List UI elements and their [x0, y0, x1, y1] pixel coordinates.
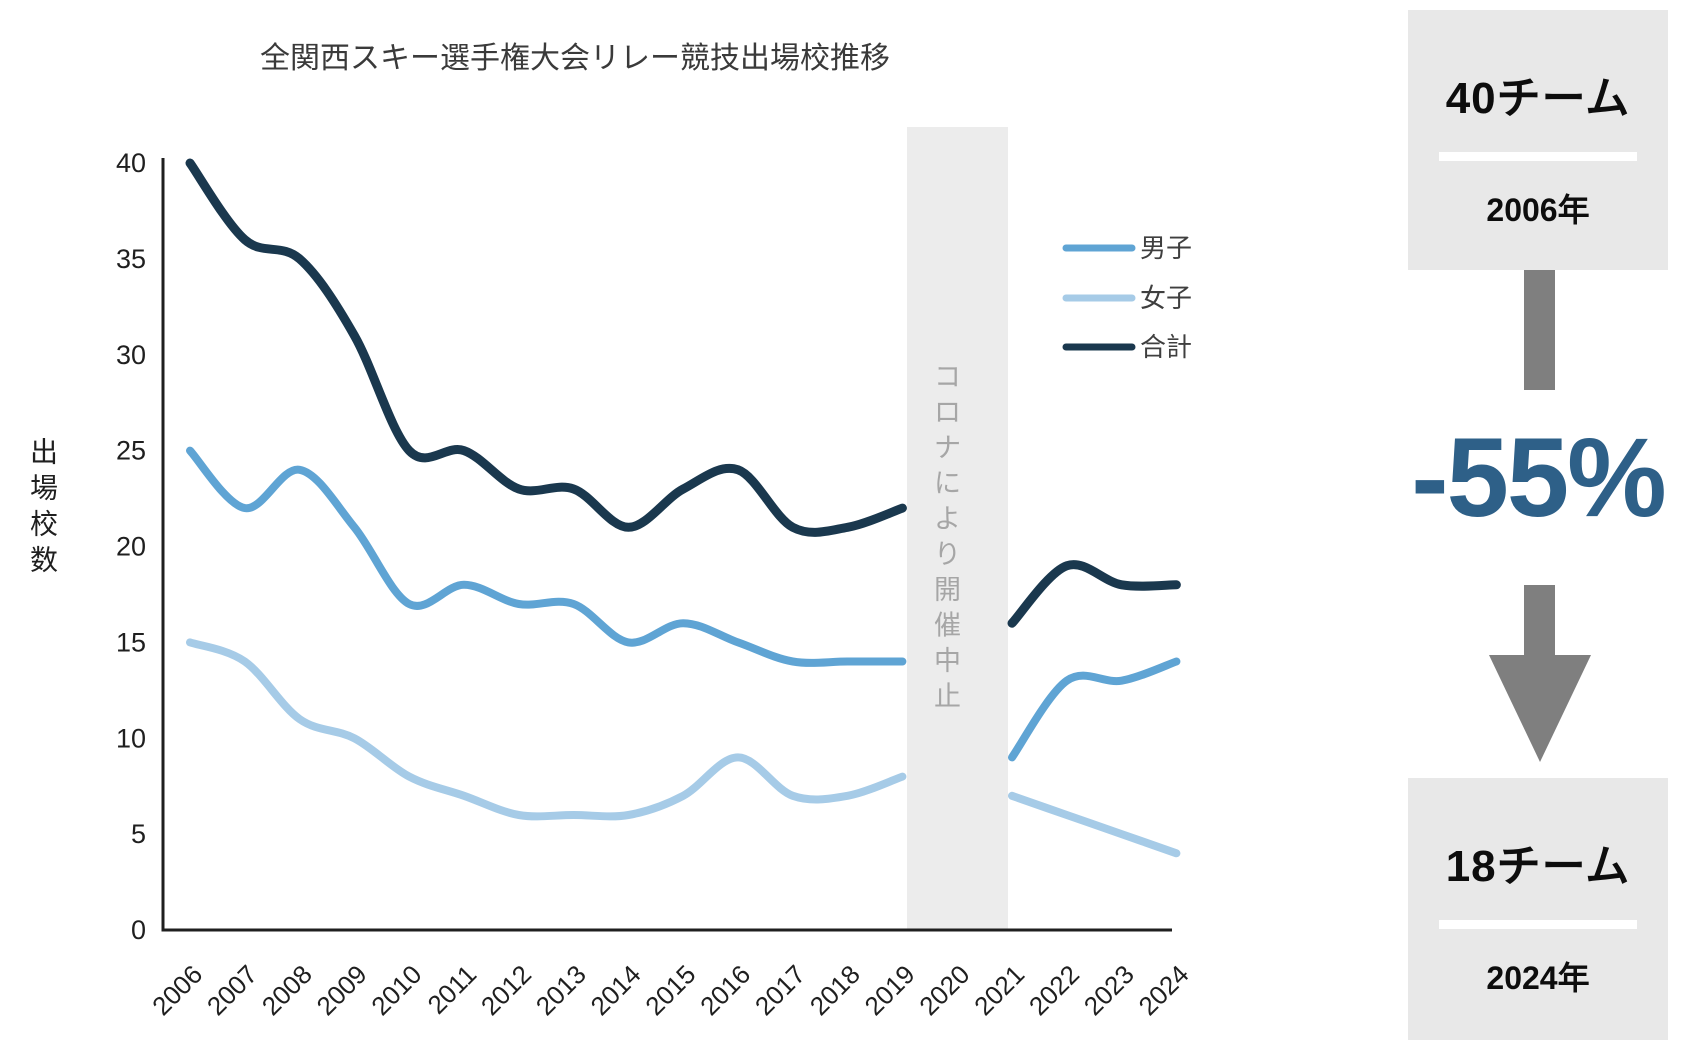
x-axis-tick-label: 2012: [475, 959, 537, 1021]
x-axis-tick-label: 2013: [530, 959, 592, 1021]
covid-band-label-char: ナ: [934, 433, 961, 463]
series-line-women: [1008, 791, 1181, 858]
series-line-total: [185, 158, 907, 537]
covid-band: [907, 127, 1008, 930]
y-axis-tick-label: 0: [131, 915, 146, 945]
x-axis-tick-label: 2015: [639, 959, 701, 1021]
series-line-women: [186, 638, 907, 821]
legend-label-men: 男子: [1140, 233, 1192, 263]
y-axis-title-char: 数: [30, 545, 58, 576]
y-axis-tick-label: 10: [116, 723, 146, 753]
y-axis-tick-label: 40: [116, 148, 146, 178]
x-axis-tick-label: 2010: [365, 959, 427, 1021]
covid-band-label-char: よ: [934, 504, 961, 534]
x-axis-tick-label: 2008: [256, 959, 318, 1021]
covid-band-label-char: り: [934, 540, 961, 570]
x-axis-tick-label: 2023: [1078, 959, 1140, 1021]
legend-label-total: 合計: [1140, 332, 1192, 362]
covid-band-label-char: 開: [934, 575, 961, 605]
series-line-total: [1007, 560, 1181, 628]
covid-band-label-char: 中: [934, 646, 961, 676]
y-axis-title-char: 出: [30, 437, 58, 468]
y-axis-tick-label: 5: [131, 819, 146, 849]
series-line-men: [1008, 657, 1181, 762]
y-axis-title-char: 場: [30, 473, 58, 504]
covid-band-label-char: コ: [934, 362, 961, 392]
series-line-men: [186, 446, 907, 667]
x-axis-tick-label: 2018: [804, 959, 866, 1021]
x-axis-tick-label: 2006: [146, 959, 208, 1021]
x-axis-tick-label: 2019: [859, 959, 921, 1021]
covid-band-label-char: 催: [934, 611, 961, 641]
x-axis-tick-label: 2016: [694, 959, 756, 1021]
y-axis-tick-label: 15: [116, 627, 146, 657]
x-axis-tick-label: 2021: [968, 959, 1030, 1021]
y-axis-tick-label: 20: [116, 532, 146, 562]
x-axis-tick-label: 2011: [421, 959, 482, 1020]
y-axis-tick-label: 30: [116, 340, 146, 370]
x-axis-tick-label: 2014: [585, 959, 647, 1021]
y-axis-tick-label: 25: [116, 436, 146, 466]
legend-label-women: 女子: [1140, 283, 1192, 313]
x-axis-tick-label: 2020: [913, 959, 975, 1021]
x-axis-tick-label: 2017: [749, 959, 811, 1021]
x-axis-tick-label: 2022: [1023, 959, 1085, 1021]
x-axis-tick-label: 2024: [1133, 959, 1195, 1021]
covid-band-label-char: 止: [934, 682, 961, 712]
x-axis-tick-label: 2009: [311, 959, 373, 1021]
chart-title: 全関西スキー選手権大会リレー競技出場校推移: [260, 42, 890, 75]
x-axis-tick-label: 2007: [201, 959, 263, 1021]
covid-band-label-char: ロ: [934, 398, 961, 428]
y-axis-title-char: 校: [30, 509, 58, 540]
covid-band-label-char: に: [934, 469, 961, 499]
y-axis-tick-label: 35: [116, 244, 146, 274]
